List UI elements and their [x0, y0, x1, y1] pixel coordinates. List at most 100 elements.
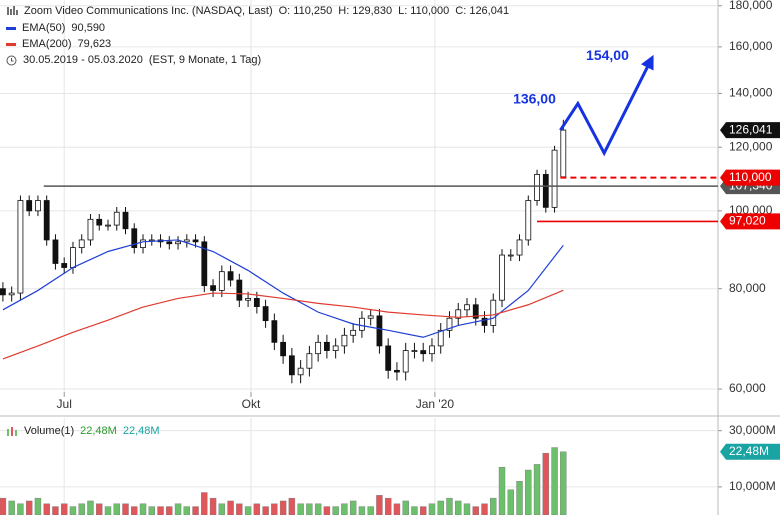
candle-body [490, 299, 497, 326]
candle-body [183, 239, 190, 243]
y-tick-label: 80,000 [729, 281, 766, 295]
volume-bar [52, 506, 59, 515]
candle-body [516, 239, 523, 256]
candle-body [437, 329, 444, 347]
volume-bar [420, 506, 427, 515]
volume-bar [8, 500, 15, 515]
ema-line [2, 239, 564, 338]
candle-body [376, 315, 383, 347]
volume-bar [306, 503, 313, 515]
candle-body [359, 317, 365, 331]
volume-bar [61, 503, 68, 515]
x-tick-label: Jul [57, 397, 72, 411]
candle-body [455, 309, 462, 319]
level-tag: 97,020 [729, 214, 766, 228]
x-tick-label: Okt [242, 397, 261, 411]
volume-bar [472, 506, 479, 515]
volume-bar [209, 497, 217, 515]
candle-body [0, 288, 6, 296]
volume-bar [367, 506, 374, 515]
volume-legend: Volume(1) 22,48M 22,48M [6, 425, 160, 437]
candle-body [43, 200, 50, 241]
volume-bar [69, 506, 77, 515]
volume-bar [376, 495, 383, 515]
candle-body [87, 218, 94, 241]
candle-body [131, 228, 138, 248]
candle-body [464, 304, 470, 311]
volume-bar [43, 503, 50, 515]
volume-bar [332, 506, 339, 515]
candle-body [297, 367, 304, 376]
y-tick-label: 60,000 [729, 381, 766, 395]
candle-body [280, 341, 287, 357]
legend-entry: EMA(200) 79,623 [6, 38, 111, 50]
volume-bar [174, 503, 182, 515]
volume-bar [481, 503, 488, 515]
volume-bar [507, 489, 514, 515]
y-tick-label: 160,000 [729, 39, 773, 53]
candle-body [306, 353, 313, 369]
projection-line [559, 59, 653, 157]
volume-bar [384, 497, 392, 515]
overlays: 107,340110,00097,020126,04122,48M136,001… [43, 47, 780, 460]
candle-body [420, 350, 427, 355]
legend-title-row: Zoom Video Communications Inc. (NASDAQ, … [6, 5, 509, 17]
volume-bar [314, 503, 322, 515]
candle-body [122, 211, 129, 230]
level-tag-bg [720, 169, 780, 186]
candle-body [271, 320, 278, 343]
candle-body [332, 345, 339, 351]
volume-bar [560, 451, 567, 515]
ohlc-label: C: 126,041 [455, 5, 510, 17]
y-tick-label: 30,000M [729, 423, 776, 437]
volume-bar [113, 503, 120, 515]
volume-bar [341, 503, 348, 515]
legend-value: 22,48M [122, 425, 160, 437]
candle-body [166, 241, 173, 245]
candle-body [26, 200, 33, 212]
volume-bar [262, 506, 269, 515]
candle-body [411, 350, 418, 352]
volume-bar [96, 503, 103, 515]
candle-body [429, 345, 435, 355]
volume-bar [87, 500, 94, 515]
candle-body [52, 239, 59, 264]
legend-label: EMA(200) [22, 38, 72, 50]
volume-bar [183, 506, 190, 515]
x-tick-label: Jan '20 [416, 397, 455, 411]
candle-body [140, 239, 146, 248]
candle-body [472, 304, 479, 319]
candle-body [245, 298, 251, 301]
volume-bar [498, 467, 506, 515]
candle-body [78, 239, 85, 248]
volume-bar [358, 506, 366, 515]
volume-bar [279, 500, 287, 515]
candle-body [253, 298, 260, 307]
volume-bar [551, 447, 558, 515]
volume-bar [218, 503, 226, 515]
ohlc-label: H: 129,830 [338, 5, 393, 17]
candle-body [201, 241, 208, 287]
volume-bar [78, 503, 85, 515]
date-range: 30.05.2019 - 05.03.2020 [23, 54, 143, 66]
volume-bar [166, 506, 173, 515]
candle-body [227, 271, 234, 281]
candle-body [323, 341, 330, 351]
y-tick-label: 120,000 [729, 139, 773, 153]
volume-icon [7, 427, 17, 436]
legend-swatch [6, 26, 16, 30]
candle-body [96, 218, 103, 226]
candle-body [192, 239, 199, 243]
volume-bar [516, 481, 523, 515]
legend-value: 22,48M [80, 425, 117, 437]
volume-bar [533, 464, 541, 515]
candle-body [402, 350, 409, 373]
legend-date-row: 30.05.2019 - 05.03.2020 (EST, 9 Monate, … [6, 54, 261, 66]
clock-icon [6, 55, 17, 65]
candle-body [61, 263, 68, 268]
candle-body [236, 279, 243, 301]
volume-bar [297, 503, 304, 515]
volume-bar [236, 503, 243, 515]
candle-body [175, 241, 181, 245]
